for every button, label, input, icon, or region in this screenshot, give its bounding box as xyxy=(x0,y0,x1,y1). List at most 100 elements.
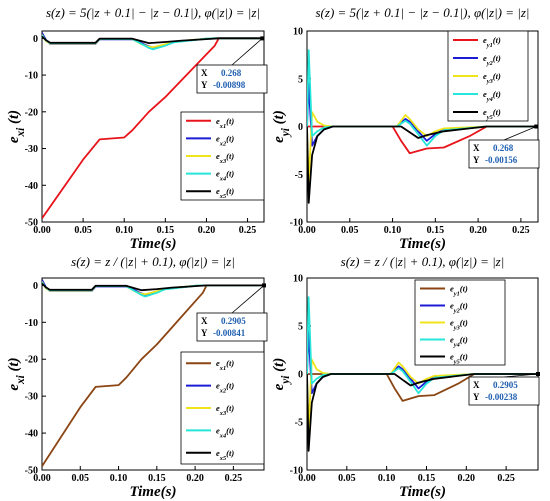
datatip-y-label: Y xyxy=(201,80,208,90)
x-tick-label: 0.25 xyxy=(497,473,515,484)
x-tick-label: 0.15 xyxy=(427,225,445,236)
y-tick-label: 5 xyxy=(298,74,303,85)
datatip-y-value: -0.00156 xyxy=(485,155,518,165)
y-axis-label: exi (t) xyxy=(6,357,27,390)
y-tick-label: 0 xyxy=(298,370,303,381)
y-tick-label: -20 xyxy=(25,355,38,366)
x-tick-label: 0.20 xyxy=(469,225,487,236)
chart-title: s(z) = 5(|z + 0.1| − |z − 0.1|), φ(|z|) … xyxy=(46,5,260,20)
x-tick-label: 0.00 xyxy=(298,473,316,484)
chart-title: s(z) = z / (|z| + 0.1), φ(|z|) = |z| xyxy=(341,254,505,269)
y-tick-label: -50 xyxy=(25,218,38,229)
legend-label-5: ey5(t) xyxy=(450,352,468,366)
y-tick-label: -5 xyxy=(295,418,303,429)
datatip-box xyxy=(468,139,540,169)
datatip-x-value: 0.268 xyxy=(221,68,242,78)
series-line-5 xyxy=(42,282,264,292)
legend-label-4: ey4(t) xyxy=(483,89,501,103)
legend-label-1: ex1(t) xyxy=(216,116,234,130)
legend-label-5: ex5(t) xyxy=(216,448,234,462)
legend-label-3: ey3(t) xyxy=(450,318,468,332)
datatip: X 0.268 Y -0.00898 xyxy=(196,36,268,94)
x-tick-label: 0.05 xyxy=(74,225,92,236)
y-tick-label: 0 xyxy=(298,122,303,133)
chart-panel-4: s(z) = z / (|z| + 0.1), φ(|z|) = |z| 0.00… xyxy=(271,254,540,500)
datatip-y-label: Y xyxy=(473,392,480,402)
x-tick-label: 0.10 xyxy=(110,473,128,484)
legend-label-4: ex4(t) xyxy=(216,169,234,183)
datatip-y-value: -0.00898 xyxy=(213,80,246,90)
x-tick-label: 0.25 xyxy=(239,225,257,236)
chart-panel-1: s(z) = 5(|z + 0.1| − |z − 0.1|), φ(|z|) … xyxy=(6,5,268,252)
y-axis-label-group: exi (t) xyxy=(6,110,27,143)
datatip-box xyxy=(196,312,268,342)
datatip-x-label: X xyxy=(201,316,208,326)
legend-label-2: ey2(t) xyxy=(450,301,468,315)
legend-label-5: ey5(t) xyxy=(483,107,501,121)
series-line-1 xyxy=(42,284,264,467)
datatip-x-label: X xyxy=(201,68,208,78)
series-line-5 xyxy=(307,373,538,452)
x-tick-label: 0.05 xyxy=(341,225,359,236)
datatip-x-label: X xyxy=(473,143,480,153)
series-line-2 xyxy=(42,32,264,49)
x-tick-label: 0.20 xyxy=(186,473,204,484)
x-axis-label: Time(s) xyxy=(130,236,177,252)
datatip-leader xyxy=(231,38,263,66)
y-tick-label: -30 xyxy=(25,392,38,403)
x-tick-label: 0.00 xyxy=(33,473,51,484)
chart-title: s(z) = z / (|z| + 0.1), φ(|z|) = |z| xyxy=(71,254,235,269)
y-axis-label: eyi (t) xyxy=(271,358,292,391)
y-axis-label-group: eyi (t) xyxy=(271,110,292,143)
datatip-leader xyxy=(503,126,537,141)
datatip-y-label: Y xyxy=(201,328,208,338)
datatip-x-value: 0.2905 xyxy=(493,380,518,390)
series-line-2 xyxy=(307,82,538,147)
y-tick-label: -30 xyxy=(25,144,38,155)
legend-label-3: ex3(t) xyxy=(216,403,234,417)
y-axis-label-group: eyi (t) xyxy=(271,358,292,391)
y-tick-label: -20 xyxy=(25,107,38,118)
datatip-leader xyxy=(503,373,539,378)
legend-label-3: ex3(t) xyxy=(216,151,234,165)
y-axis-label: eyi (t) xyxy=(271,110,292,143)
y-axis-label-group: exi (t) xyxy=(6,357,27,390)
y-tick-label: -40 xyxy=(25,429,38,440)
y-tick-label: 5 xyxy=(298,322,303,333)
y-tick-label: -5 xyxy=(295,170,303,181)
x-tick-label: 0.15 xyxy=(157,225,175,236)
y-tick-label: -10 xyxy=(290,466,303,477)
legend: ex1(t) ex2(t) ex3(t) ex4(t) ex5(t) xyxy=(180,351,265,465)
series-line-3 xyxy=(42,34,264,49)
chart-panel-2: s(z) = 5(|z + 0.1| − |z − 0.1|), φ(|z|) … xyxy=(271,5,540,252)
y-tick-label: 10 xyxy=(293,274,303,285)
series-line-5 xyxy=(307,125,538,204)
y-axis-label: exi (t) xyxy=(6,110,27,143)
datatip-y-value: -0.00841 xyxy=(213,328,246,338)
x-tick-label: 0.10 xyxy=(378,473,396,484)
legend-label-2: ex2(t) xyxy=(216,381,234,395)
y-tick-label: -50 xyxy=(25,466,38,477)
legend: ex1(t) ex2(t) ex3(t) ex4(t) ex5(t) xyxy=(180,111,265,201)
x-tick-label: 0.20 xyxy=(198,225,216,236)
datatip-box xyxy=(196,64,268,94)
legend: ey1(t) ey2(t) ey3(t) ey4(t) ey5(t) xyxy=(414,279,506,366)
y-tick-label: 0 xyxy=(33,34,38,45)
chart-panel-3: s(z) = z / (|z| + 0.1), φ(|z|) = |z| 0.00… xyxy=(6,254,268,500)
x-tick-label: 0.05 xyxy=(72,473,90,484)
datatip-leader xyxy=(231,285,265,314)
y-tick-label: -10 xyxy=(25,71,38,82)
series-line-3 xyxy=(307,358,538,433)
y-tick-label: 10 xyxy=(293,27,303,38)
legend-label-1: ey1(t) xyxy=(483,35,501,49)
datatip-box xyxy=(468,376,540,406)
legend-label-2: ex2(t) xyxy=(216,133,234,147)
datatip-x-label: X xyxy=(473,380,480,390)
legend-box xyxy=(180,111,265,201)
chart-title: s(z) = 5(|z + 0.1| − |z − 0.1|), φ(|z|) … xyxy=(316,5,530,20)
datatip-marker xyxy=(536,372,540,377)
datatip-x-value: 0.268 xyxy=(493,143,514,153)
legend-label-1: ey1(t) xyxy=(450,284,468,298)
x-axis-label: Time(s) xyxy=(130,484,177,500)
legend-label-4: ex4(t) xyxy=(216,425,234,439)
